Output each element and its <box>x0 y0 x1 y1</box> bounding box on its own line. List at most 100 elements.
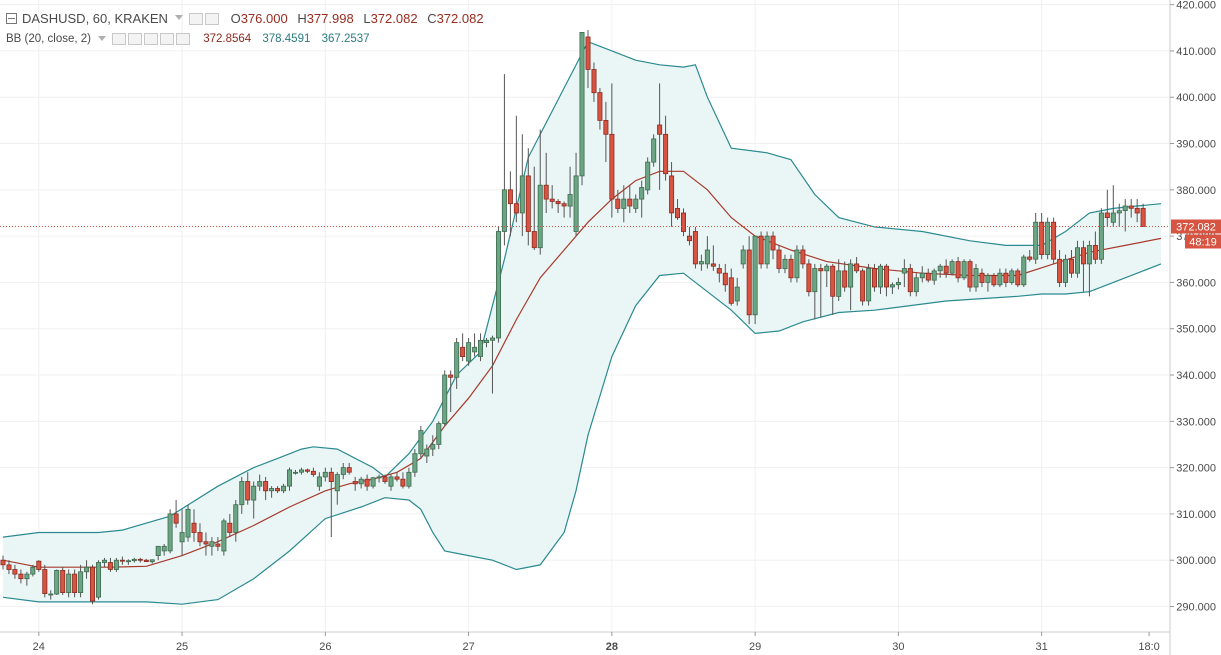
candle-body <box>310 470 316 475</box>
candle-body <box>90 566 96 602</box>
candle-up <box>937 263 943 278</box>
candle-body <box>472 346 478 353</box>
candle-up <box>454 337 460 389</box>
low-label: L <box>363 11 371 27</box>
candle-body <box>1140 207 1146 227</box>
chevron-down-icon[interactable] <box>174 15 183 21</box>
candle-down <box>776 245 782 274</box>
candle-body <box>1003 272 1009 283</box>
candle-down <box>603 101 609 163</box>
candle-down <box>722 263 728 292</box>
candle-body <box>1045 221 1051 255</box>
candle-up <box>24 571 30 586</box>
candle-down <box>591 62 597 102</box>
price-axis[interactable]: 420.000410.000400.000390.000380.000370.0… <box>1170 0 1216 614</box>
candle-down <box>42 564 48 598</box>
y-tick-label: 400.000 <box>1176 92 1216 104</box>
candle-body <box>191 522 197 533</box>
candle-down <box>854 256 860 274</box>
candle-down <box>1081 240 1087 292</box>
candle-up <box>281 483 287 494</box>
candle-down <box>12 564 18 579</box>
candle-up <box>836 259 842 301</box>
candle-body <box>1116 210 1122 214</box>
candle-body <box>167 513 173 552</box>
y-tick-label: 360.000 <box>1176 277 1216 289</box>
candle-body <box>1021 256 1027 286</box>
candle-body <box>663 133 669 175</box>
candle-up <box>782 254 788 274</box>
candle-body <box>818 268 824 272</box>
candle-down <box>925 268 931 283</box>
candle-body <box>78 571 84 593</box>
indicator-title[interactable]: BB (20, close, 2) <box>6 33 92 45</box>
candle-body <box>406 471 412 487</box>
candle-body <box>477 339 483 357</box>
candle-body <box>489 337 495 341</box>
candle-body <box>889 284 895 288</box>
candle-body <box>1134 207 1140 214</box>
candle-down <box>663 115 669 181</box>
add-icon[interactable] <box>160 33 175 45</box>
candle-body <box>937 265 943 272</box>
candle-body <box>746 249 752 316</box>
candle-up <box>54 569 60 595</box>
candle-down <box>692 226 698 269</box>
candle-body <box>687 235 693 242</box>
settings-icon[interactable] <box>128 33 143 45</box>
candle-body <box>609 133 615 200</box>
remove-icon[interactable] <box>176 33 191 45</box>
x-tick-label: 27 <box>462 641 474 653</box>
candle-body <box>997 272 1003 286</box>
candle-body <box>340 467 346 475</box>
candle-up <box>185 504 191 542</box>
eye-icon[interactable] <box>188 12 203 25</box>
candle-body <box>955 261 961 279</box>
candle-down <box>800 245 806 269</box>
candle-up <box>472 333 478 357</box>
candle-down <box>275 486 281 494</box>
chevron-down-icon[interactable] <box>98 35 107 41</box>
eye-icon[interactable] <box>112 33 127 45</box>
candle-body <box>901 268 907 274</box>
candle-body <box>197 532 203 543</box>
close-label: C <box>427 11 437 27</box>
candlesticks <box>0 30 1146 605</box>
candle-down <box>543 152 549 213</box>
collapse-legend-icon[interactable] <box>6 13 17 25</box>
candle-body <box>734 286 740 302</box>
candle-up <box>764 231 770 269</box>
candle-body <box>203 541 209 545</box>
time-axis[interactable]: 24 25 26 27 28 29 30 31 18:0 <box>33 632 1160 653</box>
candle-body <box>979 272 985 283</box>
candle-up <box>48 590 54 600</box>
candle-up <box>567 166 573 218</box>
candle-up <box>973 263 979 292</box>
candle-body <box>346 467 352 473</box>
x-tick-label: 24 <box>33 641 45 653</box>
candle-down <box>657 83 663 190</box>
x-tick-label: 26 <box>319 641 331 653</box>
candle-body <box>555 200 561 205</box>
candle-body <box>782 258 788 269</box>
candle-body <box>800 249 806 265</box>
y-tick-label: 320.000 <box>1176 463 1216 475</box>
candle-up <box>901 259 907 288</box>
candle-down <box>352 476 358 491</box>
candle-up <box>66 569 72 598</box>
candle-up <box>233 500 239 542</box>
format-icon[interactable] <box>144 33 159 45</box>
candle-body <box>1033 221 1039 260</box>
candle-body <box>961 261 967 279</box>
candle-up <box>370 476 376 489</box>
symbol-title[interactable]: DASHUSD, 60, KRAKEN <box>22 11 168 27</box>
countdown-tag-background <box>1185 234 1221 249</box>
candle-up <box>155 545 161 561</box>
settings-icon[interactable] <box>204 12 219 25</box>
candle-body <box>824 265 830 272</box>
candle-body <box>382 476 388 482</box>
candle-body <box>866 268 872 302</box>
candle-body <box>806 263 812 293</box>
last-price-tag: 372.082 48:19 <box>1171 219 1221 249</box>
